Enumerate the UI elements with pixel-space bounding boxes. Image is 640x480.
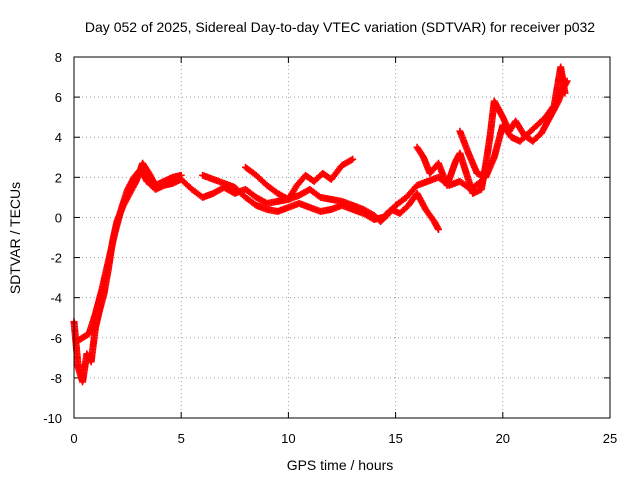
axis-ticks: 0 5 10 15 20 25 -10 -8 -6 -4 -2 0 2 4 6 8	[43, 50, 617, 446]
y-tick-label: 2	[55, 170, 62, 185]
y-tick-label: 8	[55, 50, 62, 65]
x-tick-label: 25	[603, 431, 617, 446]
x-tick-label: 5	[178, 431, 185, 446]
y-tick-label: 0	[55, 210, 62, 225]
series-trace-d	[199, 171, 442, 233]
series-trace-e	[242, 155, 357, 203]
y-tick-label: 6	[55, 90, 62, 105]
chart-title: Day 052 of 2025, Sidereal Day-to-day VTE…	[85, 19, 595, 35]
x-tick-label: 10	[281, 431, 295, 446]
data-point	[561, 89, 569, 97]
y-tick-label: -2	[50, 251, 62, 266]
x-axis-label: GPS time / hours	[287, 457, 394, 473]
series-trace-b	[72, 165, 185, 346]
x-tick-label: 0	[70, 431, 77, 446]
x-tick-label: 15	[388, 431, 402, 446]
y-tick-label: -8	[50, 371, 62, 386]
data-marks	[70, 63, 571, 386]
y-tick-label: -4	[50, 291, 62, 306]
grid	[74, 57, 610, 418]
y-tick-label: -6	[50, 331, 62, 346]
data-point	[349, 155, 357, 163]
x-tick-label: 20	[496, 431, 510, 446]
data-point	[347, 156, 355, 164]
y-tick-label: 4	[55, 130, 62, 145]
data-point	[434, 225, 442, 233]
series-trace-g	[456, 63, 569, 181]
y-axis-label: SDTVAR / TECUs	[7, 182, 23, 294]
plot-frame	[73, 56, 611, 419]
y-tick-label: -10	[43, 411, 62, 426]
